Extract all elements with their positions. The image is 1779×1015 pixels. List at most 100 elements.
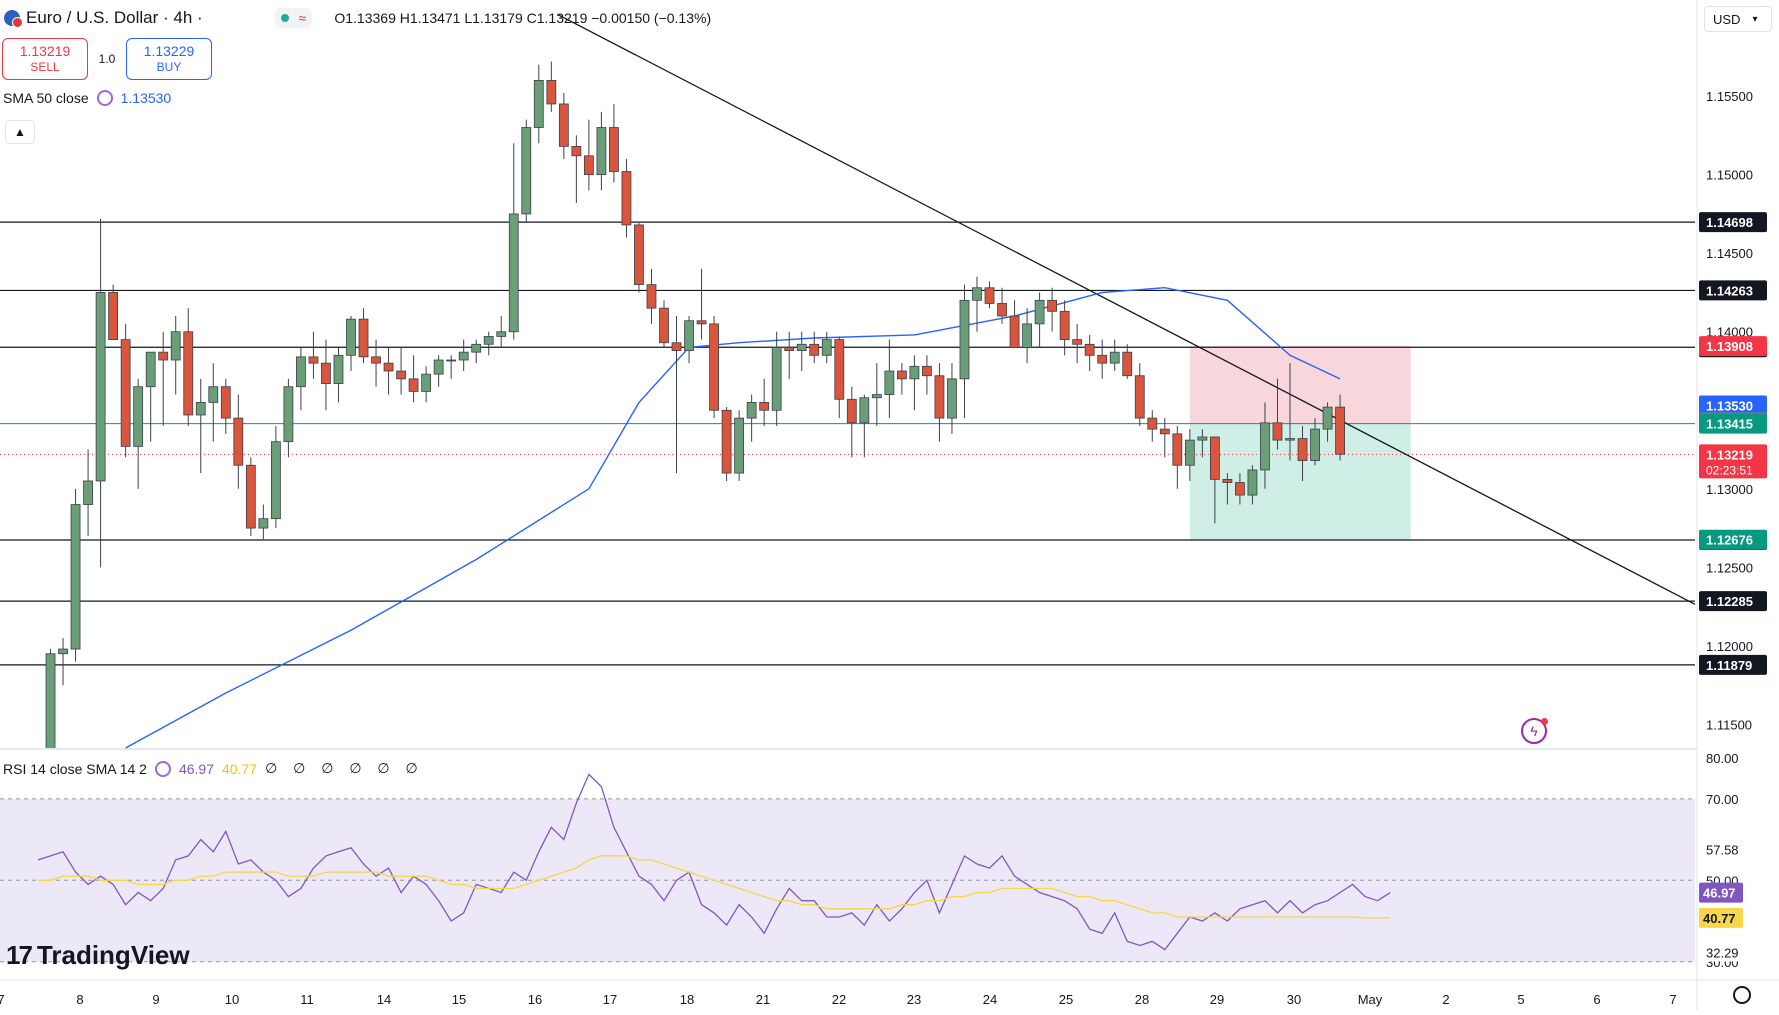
stop-loss-zone — [1189, 346, 1411, 424]
candle-body — [909, 365, 920, 380]
candle-body — [183, 331, 194, 416]
time-axis-tick: 14 — [377, 992, 391, 1007]
candle-body — [433, 359, 444, 375]
candle-body — [496, 331, 507, 337]
rsi-value-tag-label: 46.97 — [1703, 886, 1736, 901]
candle-body — [997, 303, 1007, 317]
level-price-tag — [1699, 212, 1767, 233]
time-axis-tick: 23 — [907, 992, 921, 1007]
currency-flag-icon — [4, 10, 23, 28]
candle-body — [346, 318, 356, 356]
candle-body — [558, 103, 569, 147]
sell-button[interactable]: 1.13219 SELL — [2, 38, 88, 80]
rsi-axis-tick: 80.00 — [1706, 751, 1739, 766]
price-tag-label: 1.13530 — [1706, 399, 1753, 414]
candle-body — [546, 79, 557, 105]
settings-gear-icon[interactable] — [1733, 986, 1751, 1004]
candle-body — [922, 365, 932, 377]
candle-body — [333, 354, 344, 384]
candle-body — [634, 224, 644, 286]
time-axis-tick: 10 — [225, 992, 239, 1007]
time-axis-tick: 5 — [1517, 992, 1524, 1007]
candle-body — [947, 378, 957, 419]
candle-body — [220, 386, 231, 419]
time-axis-tick: 29 — [1210, 992, 1224, 1007]
sell-price: 1.13219 — [19, 43, 71, 59]
candle-body — [58, 648, 68, 655]
candles-group — [45, 61, 1345, 748]
rsi-value-mark: 57.58 — [1706, 842, 1739, 857]
currency-selector[interactable]: USD ▾ — [1704, 6, 1772, 32]
candle-body — [233, 417, 244, 466]
candle-body — [446, 359, 457, 362]
level-price-tag-label: 1.14263 — [1706, 283, 1753, 298]
price-axis-tick: 1.14500 — [1706, 246, 1753, 261]
chart-header: Euro / U.S. Dollar · 4h · ≈ O1.13369 H1.… — [0, 0, 711, 36]
candle-body — [1310, 428, 1320, 461]
candle-body — [1084, 343, 1095, 356]
candle-body — [521, 127, 532, 215]
buy-label: BUY — [156, 60, 182, 74]
sma-legend[interactable]: SMA 50 close 1.13530 — [3, 90, 171, 106]
market-status-pill[interactable]: ≈ — [274, 8, 313, 28]
level-price-tag-label: 1.14698 — [1706, 215, 1753, 230]
candle-body — [1209, 436, 1220, 480]
tradingview-logo[interactable]: 17 TradingView — [6, 940, 190, 971]
candle-body — [508, 213, 519, 333]
candle-body — [1122, 351, 1133, 377]
price-tag — [1699, 336, 1767, 357]
time-axis-tick: 2 — [1442, 992, 1449, 1007]
level-price-tag-label: 1.11879 — [1706, 658, 1752, 673]
candle-body — [1222, 478, 1233, 483]
candle-body — [296, 356, 306, 388]
alert-bolt-icon[interactable]: ϟ — [1521, 718, 1548, 744]
candle-body — [809, 343, 820, 356]
rsi-legend[interactable]: RSI 14 close SMA 14 2 46.97 40.77 ∅ ∅ ∅ … — [3, 760, 424, 777]
candle-body — [596, 127, 607, 176]
rsi-value-tag-label: 40.77 — [1703, 911, 1736, 926]
candle-body — [1147, 417, 1158, 430]
time-axis-tick: May — [1358, 992, 1383, 1007]
candle-body — [195, 402, 206, 416]
candle-body — [1235, 482, 1245, 496]
countdown-label: 02:23:51 — [1706, 463, 1753, 477]
sma-legend-value: 1.13530 — [120, 90, 172, 106]
symbol-title[interactable]: Euro / U.S. Dollar · 4h · — [26, 8, 203, 27]
candle-body — [659, 307, 669, 344]
price-tag — [1699, 529, 1767, 550]
candle-body — [959, 299, 970, 380]
candle-body — [1159, 428, 1170, 435]
candle-body — [1285, 438, 1295, 441]
candle-body — [371, 356, 381, 364]
rsi-refresh-icon[interactable] — [154, 760, 171, 777]
time-axis-tick: 30 — [1287, 992, 1301, 1007]
time-axis-tick: 6 — [1593, 992, 1600, 1007]
candle-body — [120, 339, 131, 447]
candle-body — [170, 331, 181, 361]
candle-body — [846, 398, 857, 424]
price-axis-tick: 1.15000 — [1706, 168, 1753, 183]
ohlc-values: O1.13369 H1.13471 L1.13179 C1.13219 −0.0… — [334, 10, 712, 26]
candle-body — [1097, 354, 1108, 364]
candle-body — [108, 292, 119, 340]
candle-body — [1059, 310, 1070, 340]
candle-body — [321, 362, 331, 384]
price-axis-tick: 1.12500 — [1706, 560, 1753, 575]
candle-body — [471, 343, 482, 353]
candle-body — [721, 409, 732, 474]
candle-body — [834, 339, 845, 400]
rsi-legend-label: RSI 14 close SMA 14 2 — [3, 760, 147, 777]
rsi-legend-value: 46.97 — [178, 760, 215, 777]
collapse-legend-button[interactable]: ▲ — [5, 120, 35, 144]
buy-button[interactable]: 1.13229 BUY — [126, 38, 212, 80]
candle-body — [771, 347, 782, 411]
refresh-icon[interactable] — [96, 90, 113, 106]
candle-body — [821, 339, 832, 356]
rsi-value-tag — [1699, 907, 1743, 928]
candle-body — [208, 386, 219, 403]
candle-body — [1172, 433, 1183, 466]
price-tag — [1699, 395, 1767, 416]
candle-body — [270, 441, 281, 520]
